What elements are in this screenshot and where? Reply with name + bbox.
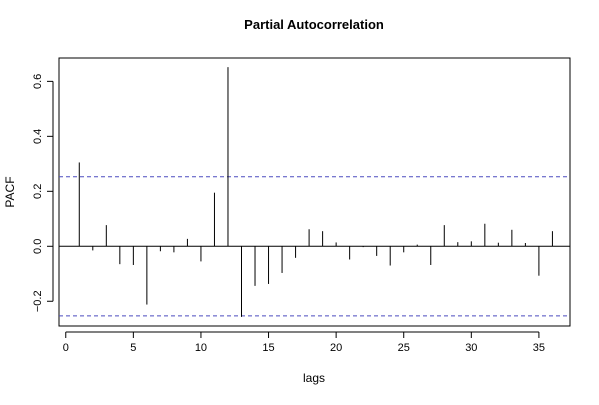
chart-title: Partial Autocorrelation — [244, 17, 384, 32]
y-axis-label: PACF — [3, 176, 17, 207]
y-tick-label-1: 0.0 — [32, 239, 44, 254]
x-tick-label-10: 10 — [195, 342, 207, 354]
x-tick-label-35: 35 — [533, 342, 545, 354]
x-tick-label-0: 0 — [63, 342, 69, 354]
x-axis-label: lags — [303, 371, 325, 385]
x-tick-label-20: 20 — [330, 342, 342, 354]
x-tick-label-30: 30 — [465, 342, 477, 354]
x-tick-label-25: 25 — [398, 342, 410, 354]
x-tick-label-5: 5 — [130, 342, 136, 354]
y-tick-label-4: 0.6 — [32, 74, 44, 89]
y-tick-label-0: −0.2 — [32, 290, 44, 312]
plot-area: 0 5 10 15 20 25 30 35 −0.2 0.0 0.2 0.4 0.6 — [32, 57, 571, 354]
y-tick-label-2: 0.2 — [32, 184, 44, 199]
plot-frame — [58, 57, 571, 327]
x-tick-label-15: 15 — [262, 342, 274, 354]
y-tick-label-3: 0.4 — [32, 129, 44, 144]
